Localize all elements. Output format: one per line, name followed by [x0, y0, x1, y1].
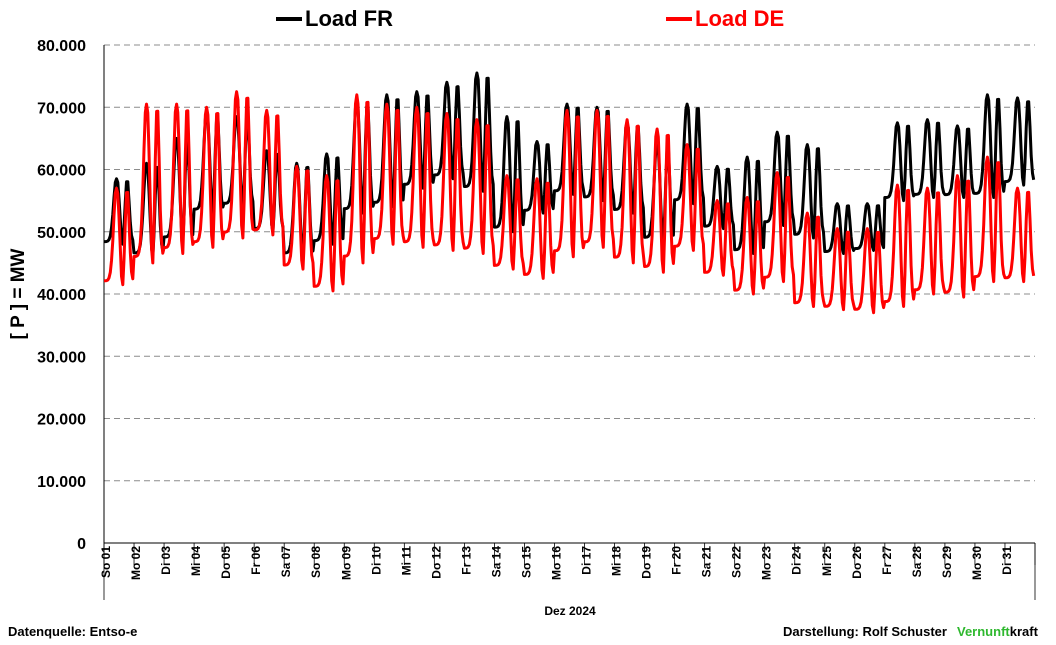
y-tick-label: 60.000	[37, 163, 86, 180]
brand-part-b: kraft	[1009, 624, 1038, 639]
x-tick-label: So 01	[99, 546, 113, 578]
y-tick-label: 70.000	[37, 100, 86, 117]
legend-label-fr: Load FR	[305, 6, 393, 31]
x-tick-label: Di 10	[369, 546, 383, 575]
y-tick-label: 30.000	[37, 349, 86, 366]
series-lines	[103, 71, 1036, 315]
x-tick-label: Sa 28	[910, 546, 924, 578]
x-tick-label: Fr 27	[880, 546, 894, 575]
x-tick-label: Mi 11	[399, 546, 413, 576]
legend-item-fr: Load FR	[276, 4, 393, 34]
legend-swatch-fr	[276, 17, 302, 21]
x-tick-label: Di 17	[580, 546, 594, 575]
x-tick-label: Sa 21	[700, 546, 714, 578]
brand-logo: Vernunftkraft	[957, 624, 1038, 639]
x-tick-label: Mi 04	[189, 546, 203, 576]
legend-swatch-de	[666, 17, 692, 21]
legend-label-de: Load DE	[695, 6, 785, 31]
x-tick-label: Mo 09	[339, 546, 353, 580]
x-tick-label: Di 24	[790, 546, 804, 575]
y-tick-label: 40.000	[37, 287, 86, 304]
author-credit: Darstellung: Rolf Schuster	[783, 624, 947, 639]
x-tick-label: So 15	[519, 546, 533, 578]
y-tick-label: 20.000	[37, 412, 86, 429]
y-tick-label: 0	[77, 536, 86, 553]
x-tick-label: Fr 20	[670, 546, 684, 575]
series-line-de	[103, 90, 1036, 315]
x-tick-label: Do 26	[850, 546, 864, 579]
x-tick-label: So 08	[309, 546, 323, 578]
x-axis: So 01 Mo 02 Di 03 Mi 04 Do 05 Fr 06 Sa 07 So 08…	[99, 45, 1036, 600]
x-tick-label: Sa 07	[279, 546, 293, 578]
x-tick-label: Mi 25	[820, 546, 834, 576]
x-tick-label: Fr 06	[249, 546, 263, 575]
x-tick-label: Mi 18	[610, 546, 624, 576]
x-tick-label: Di 03	[159, 546, 173, 575]
brand-part-a: Vernunft	[957, 624, 1010, 639]
data-source: Datenquelle: Entso-e	[8, 624, 138, 639]
y-tick-label: 50.000	[37, 225, 86, 242]
legend-item-de: Load DE	[666, 4, 784, 34]
x-tick-label: Sa 14	[489, 546, 503, 578]
x-tick-label: Mo 23	[760, 546, 774, 580]
y-tick-label: 80.000	[37, 38, 86, 55]
x-tick-label: Mo 02	[129, 546, 143, 580]
x-tick-label: So 29	[940, 546, 954, 578]
x-tick-label: Do 19	[640, 546, 654, 579]
x-tick-label: Do 12	[429, 546, 443, 579]
y-tick-label: 10.000	[37, 474, 86, 491]
x-tick-label: Do 05	[219, 546, 233, 579]
x-tick-label: Di 31	[1000, 546, 1014, 575]
x-tick-label: Fr 13	[459, 546, 473, 575]
x-tick-label: Mo 30	[970, 546, 984, 580]
y-axis-label: [ P ] = MW	[8, 248, 29, 339]
x-tick-label: Mo 16	[549, 546, 563, 580]
x-axis-label: Dez 2024	[544, 604, 596, 618]
y-tick-labels: 0 10.000 20.000 30.000 40.000 50.000 60.000 70.…	[37, 38, 86, 553]
x-tick-label: So 22	[730, 546, 744, 578]
